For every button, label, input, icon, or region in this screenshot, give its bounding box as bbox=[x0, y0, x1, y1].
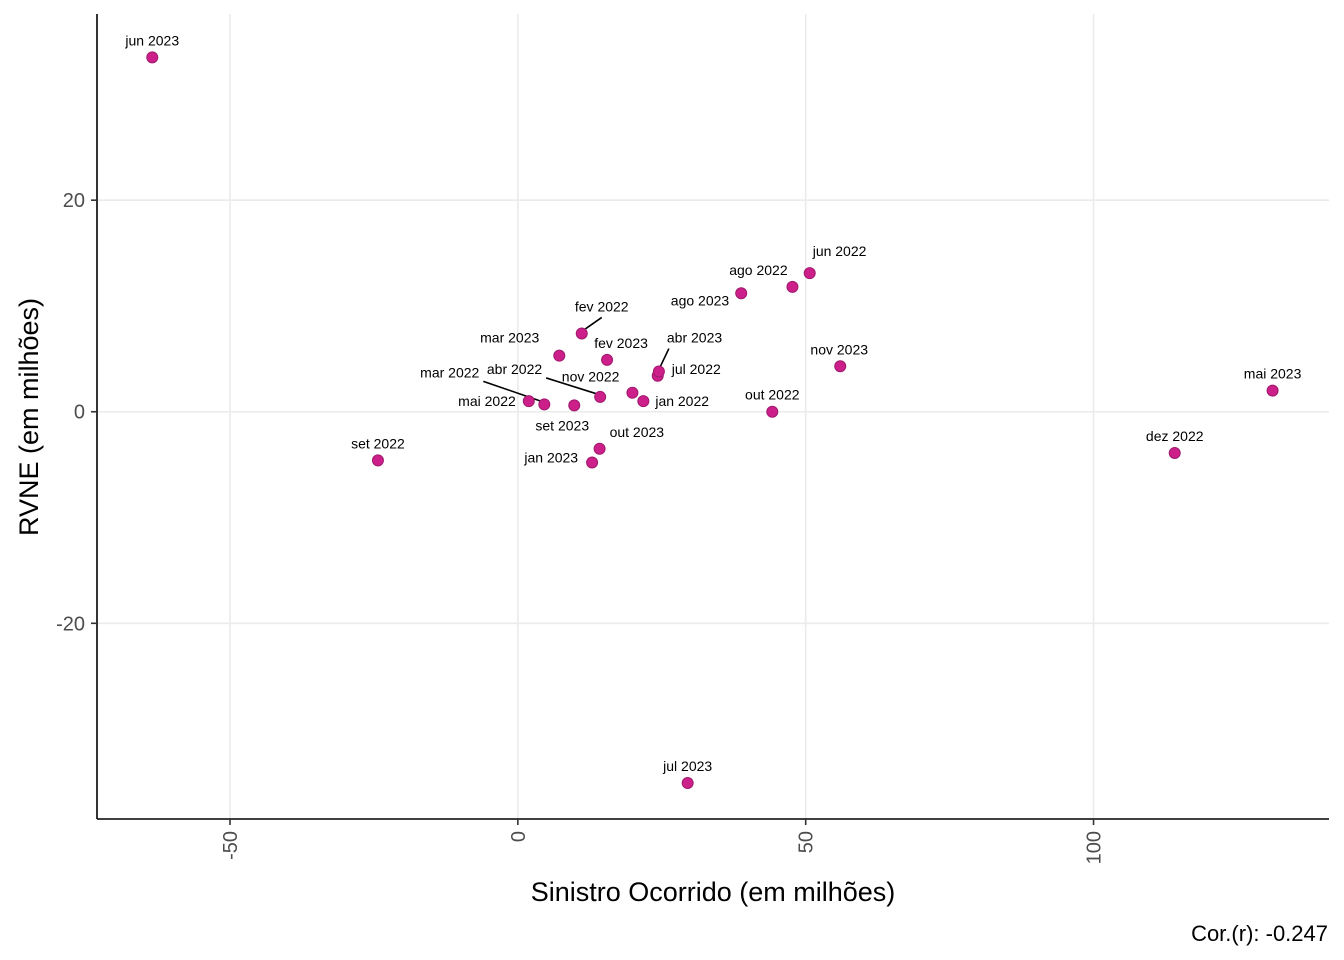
data-point bbox=[786, 280, 799, 293]
point-label: out 2023 bbox=[610, 424, 665, 440]
data-point bbox=[681, 777, 694, 790]
point-label: mar 2023 bbox=[480, 330, 539, 346]
data-point bbox=[371, 454, 384, 467]
point-label: ago 2022 bbox=[729, 262, 788, 278]
x-tick-label: -50 bbox=[220, 831, 242, 860]
y-tick-label: -20 bbox=[56, 613, 85, 635]
data-point bbox=[594, 390, 607, 403]
data-point bbox=[593, 442, 606, 455]
data-point bbox=[538, 398, 551, 411]
data-point bbox=[586, 456, 599, 469]
x-axis-title: Sinistro Ocorrido (em milhões) bbox=[531, 877, 896, 907]
point-label: mai 2023 bbox=[1244, 366, 1302, 382]
point-label: set 2022 bbox=[351, 435, 405, 451]
data-point bbox=[766, 405, 779, 418]
data-point bbox=[735, 287, 748, 300]
data-point bbox=[626, 386, 639, 399]
data-point bbox=[568, 399, 581, 412]
correlation-caption: Cor.(r): -0.247 bbox=[1191, 921, 1328, 946]
data-point bbox=[146, 51, 159, 64]
point-label: mai 2022 bbox=[458, 393, 516, 409]
point-label: jun 2023 bbox=[124, 32, 179, 48]
point-label: abr 2022 bbox=[487, 361, 542, 377]
point-label: jul 2023 bbox=[662, 758, 712, 774]
ticks: -50 0 50 100 -20 0 20 bbox=[56, 190, 1105, 864]
x-tick-label: 100 bbox=[1084, 831, 1106, 864]
point-label: jun 2022 bbox=[812, 243, 867, 259]
data-point bbox=[834, 360, 847, 373]
point-label: nov 2022 bbox=[562, 369, 620, 385]
x-tick-label: 0 bbox=[508, 831, 530, 842]
y-tick-label: 20 bbox=[63, 190, 85, 212]
data-point bbox=[1168, 446, 1181, 459]
point-label: jan 2022 bbox=[654, 393, 709, 409]
point-label: mar 2022 bbox=[420, 364, 479, 380]
point-label: abr 2023 bbox=[667, 330, 722, 346]
data-point bbox=[637, 395, 650, 408]
data-point bbox=[803, 267, 816, 280]
point-labels: jun 2023 set 2022 mai 2022 mar 2022 mar 2023… bbox=[124, 32, 1301, 774]
grid bbox=[97, 14, 1329, 819]
point-label: ago 2023 bbox=[671, 292, 730, 308]
y-tick-label: 0 bbox=[74, 402, 85, 424]
axes bbox=[96, 14, 1329, 820]
point-label: jul 2022 bbox=[671, 361, 721, 377]
data-points bbox=[146, 51, 1279, 790]
data-point bbox=[1266, 384, 1279, 397]
leader-line bbox=[545, 377, 601, 396]
point-label: out 2022 bbox=[745, 387, 800, 403]
data-point bbox=[601, 353, 614, 366]
point-label: fev 2023 bbox=[594, 335, 648, 351]
y-axis-title: RVNE (em milhões) bbox=[14, 298, 44, 536]
data-point bbox=[652, 365, 665, 378]
data-point bbox=[553, 349, 566, 362]
point-label: nov 2023 bbox=[810, 341, 868, 357]
x-tick-label: 50 bbox=[796, 831, 818, 853]
data-point bbox=[522, 395, 535, 408]
point-label: dez 2022 bbox=[1146, 428, 1204, 444]
point-label: set 2023 bbox=[535, 417, 589, 433]
point-label: fev 2022 bbox=[575, 298, 629, 314]
data-point bbox=[575, 327, 588, 340]
point-label: jan 2023 bbox=[523, 450, 578, 466]
